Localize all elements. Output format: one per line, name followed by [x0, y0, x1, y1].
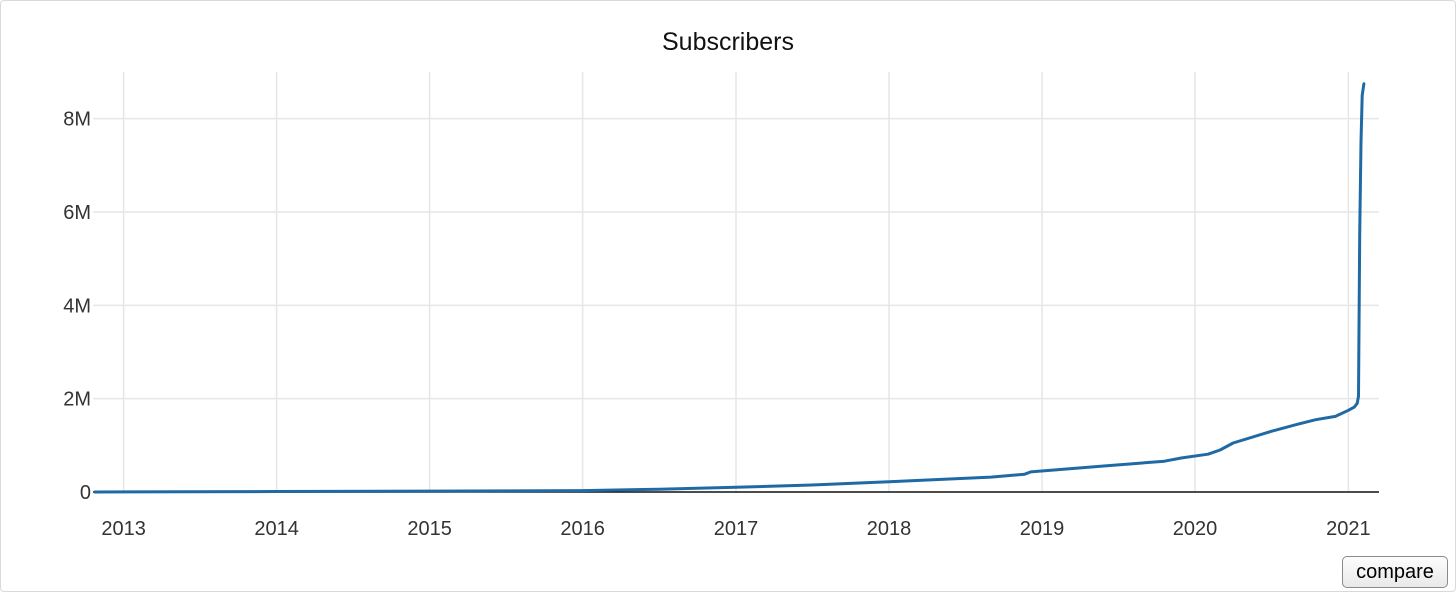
x-axis-ticks: 2013 2014 2015 2016 2017 2018 2019 2020 2021: [101, 518, 1370, 540]
x-tick-label: 2019: [1020, 518, 1065, 540]
y-tick-label: 2M: [63, 389, 91, 411]
x-tick-label: 2017: [714, 518, 759, 540]
x-tick-label: 2014: [254, 518, 299, 540]
y-tick-label: 4M: [63, 295, 91, 317]
x-tick-label: 2021: [1326, 518, 1371, 540]
x-tick-label: 2018: [867, 518, 912, 540]
x-tick-label: 2020: [1173, 518, 1218, 540]
x-tick-label: 2013: [101, 518, 146, 540]
y-tick-label: 8M: [63, 109, 91, 131]
gridlines: [93, 72, 1379, 492]
chart-title: Subscribers: [662, 28, 794, 56]
y-tick-label: 6M: [63, 202, 91, 224]
x-tick-label: 2016: [560, 518, 605, 540]
y-axis-ticks: 0 2M 4M 6M 8M: [63, 109, 91, 504]
x-tick-label: 2015: [407, 518, 452, 540]
compare-button[interactable]: compare: [1342, 556, 1448, 588]
y-tick-label: 0: [80, 482, 91, 504]
subscribers-series-line: [93, 82, 1366, 494]
